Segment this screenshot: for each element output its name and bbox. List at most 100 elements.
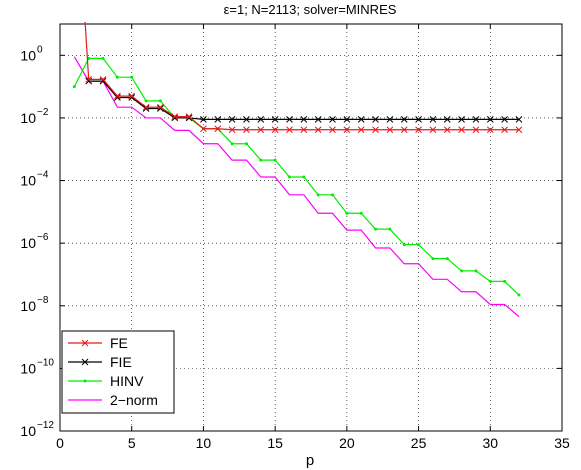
legend-label: FIE <box>110 354 132 370</box>
x-tick-label: 25 <box>411 435 427 451</box>
data-point-hinv <box>460 269 464 273</box>
series-line-fe <box>84 21 519 131</box>
y-tick-label: 10 <box>20 47 36 63</box>
data-point-fie <box>357 116 365 123</box>
y-tick-label: 10 <box>20 173 36 189</box>
data-point-hinv <box>144 99 148 103</box>
data-point-fie <box>415 116 422 123</box>
x-tick-label: 20 <box>339 435 355 451</box>
data-point-fie <box>386 116 394 123</box>
data-point-fe <box>343 126 351 134</box>
x-tick-labels: 0 5 10 15 20 25 30 35 <box>56 435 570 451</box>
data-point-fe <box>271 126 279 134</box>
data-point-fie <box>501 116 508 123</box>
data-point-fie <box>486 116 494 123</box>
series-group <box>72 21 523 318</box>
series-line-2-norm <box>73 56 520 318</box>
y-tick-label: 10 <box>20 360 36 376</box>
data-point-hinv <box>259 158 263 162</box>
x-tick-label: 30 <box>482 435 498 451</box>
y-tick-label: 10 <box>20 423 36 439</box>
legend-marker <box>81 339 89 347</box>
y-tick-label-exponent: 0 <box>37 44 43 55</box>
x-tick-label: 0 <box>56 435 64 451</box>
data-point-hinv <box>417 243 421 247</box>
data-point-hinv <box>158 99 162 103</box>
data-point-fe <box>99 76 107 83</box>
data-point-fe <box>515 126 523 134</box>
data-point-fe <box>300 126 308 134</box>
data-point-hinv <box>388 227 392 231</box>
y-tick-label-exponent: −10 <box>37 357 54 368</box>
data-point-fie <box>314 116 322 123</box>
y-tick-label-exponent: −6 <box>37 232 49 243</box>
data-point-fe <box>458 126 465 134</box>
data-point-fe <box>200 125 207 133</box>
legend: FE FIE HINV 2−norm <box>61 330 175 414</box>
data-point-fie <box>458 116 465 123</box>
data-point-fie <box>429 116 437 123</box>
y-tick-label: 10 <box>20 110 36 126</box>
data-point-fe <box>142 103 150 111</box>
data-point-hinv <box>101 56 105 60</box>
data-point-fie <box>214 116 222 123</box>
data-point-fie <box>200 116 207 123</box>
data-point-fe <box>372 126 379 134</box>
data-point-fie <box>400 116 408 123</box>
data-point-fe <box>329 126 336 134</box>
x-tick-label: 35 <box>554 435 570 451</box>
legend-marker <box>83 379 87 383</box>
data-point-fe <box>314 126 322 134</box>
x-tick-label: 15 <box>267 435 283 451</box>
data-point-hinv <box>402 243 406 247</box>
data-point-hinv <box>72 85 76 89</box>
y-tick-label-exponent: −12 <box>37 420 54 431</box>
data-point-fe <box>501 126 508 134</box>
legend-item-hinv: HINV <box>68 373 144 389</box>
legend-marker <box>81 358 89 366</box>
data-point-fie <box>185 114 193 122</box>
data-point-fe <box>486 126 494 134</box>
data-point-fie <box>472 116 480 123</box>
x-tick-label: 10 <box>196 435 212 451</box>
data-point-hinv <box>302 175 306 179</box>
data-point-fe <box>214 125 222 133</box>
legend-label: FE <box>110 335 128 351</box>
y-tick-label-exponent: −8 <box>37 295 49 306</box>
series-line-fie <box>88 80 519 120</box>
data-point-hinv <box>273 158 277 162</box>
legend-item-2-norm: 2−norm <box>68 392 158 408</box>
y-tick-label-exponent: −4 <box>37 170 49 181</box>
data-point-fie <box>257 116 265 123</box>
data-point-fe <box>443 126 451 134</box>
data-point-hinv <box>230 142 234 146</box>
legend-label: 2−norm <box>110 392 158 408</box>
data-point-fie <box>443 116 451 123</box>
data-point-fe <box>114 92 121 100</box>
data-point-fie <box>243 116 250 123</box>
data-point-fie <box>228 116 236 123</box>
data-point-hinv <box>445 257 449 261</box>
data-point-fe <box>85 76 93 83</box>
data-point-fie <box>157 105 164 112</box>
legend-box <box>61 330 175 414</box>
data-point-fe <box>400 126 408 134</box>
legend-item-fe: FE <box>68 335 128 351</box>
data-point-hinv <box>331 193 335 197</box>
series-hinv <box>72 56 521 297</box>
data-point-hinv <box>130 75 134 79</box>
legend-label: HINV <box>110 373 144 389</box>
chart-title: ε=1; N=2113; solver=MINRES <box>224 2 397 17</box>
data-point-hinv <box>115 75 119 79</box>
data-point-fie <box>286 116 293 123</box>
data-point-hinv <box>244 142 248 146</box>
y-tick-label: 10 <box>20 235 36 251</box>
data-point-fe <box>257 126 265 134</box>
axis-ticks <box>59 24 563 432</box>
data-point-hinv <box>517 293 521 297</box>
data-point-fie <box>271 116 279 123</box>
data-point-fie <box>142 105 150 112</box>
y-tick-label: 10 <box>20 298 36 314</box>
